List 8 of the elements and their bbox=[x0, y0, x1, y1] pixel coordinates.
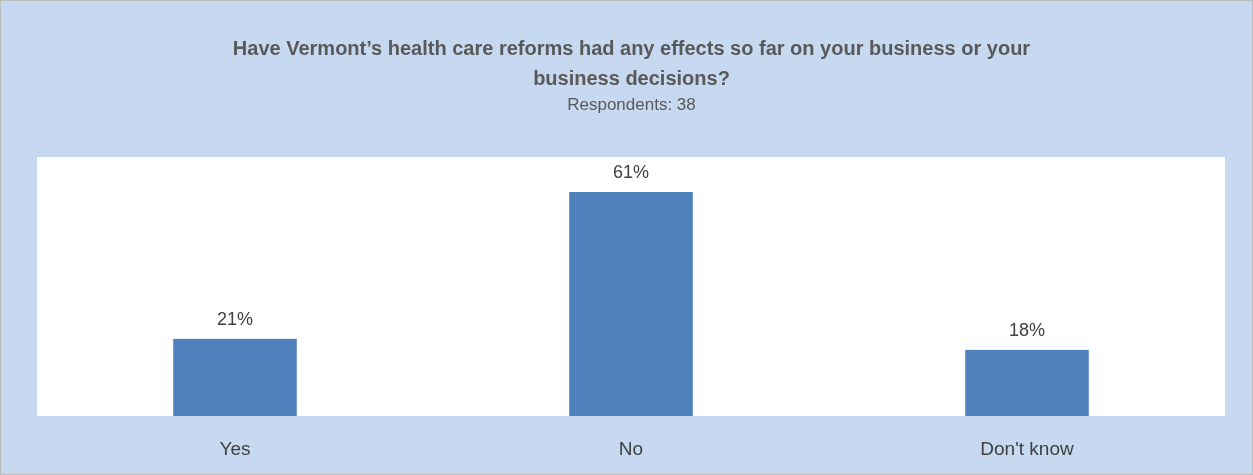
chart-subtitle: Respondents: 38 bbox=[567, 95, 696, 114]
x-tick-label: Don't know bbox=[980, 438, 1074, 459]
x-tick-label: Yes bbox=[219, 438, 251, 459]
chart-title: Have Vermont’s health care reforms had any effects so far on your business or your business decisions? bbox=[232, 37, 1031, 89]
data-label: 61% bbox=[612, 161, 650, 182]
data-label: 21% bbox=[216, 308, 254, 329]
data-label: 18% bbox=[1008, 319, 1046, 340]
x-tick-label: No bbox=[618, 438, 644, 459]
